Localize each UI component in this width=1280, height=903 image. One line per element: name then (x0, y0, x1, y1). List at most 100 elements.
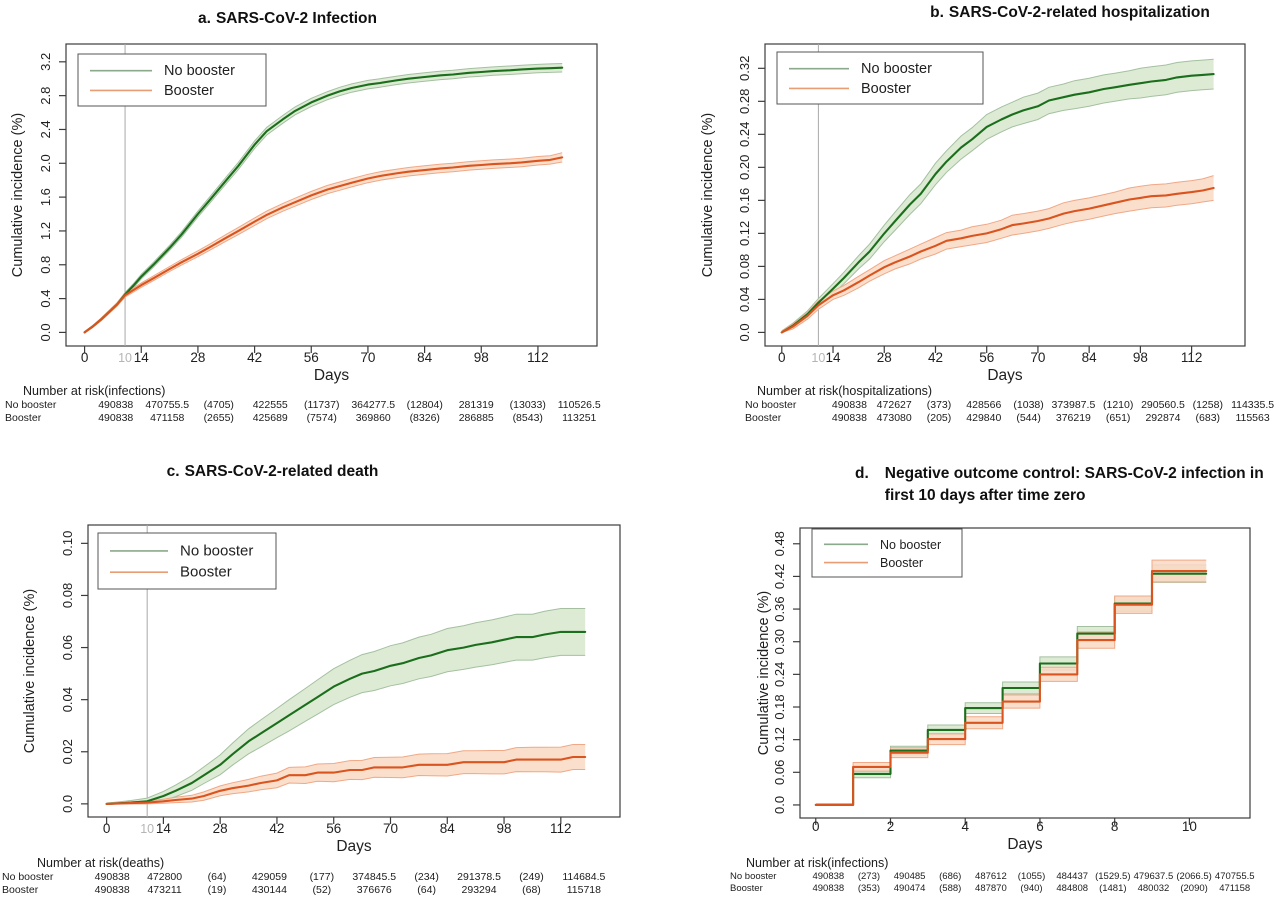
y-tick-label: 0.24 (772, 662, 787, 687)
panel-d: d. Negative outcome control: SARS-CoV-2 … (640, 453, 1280, 903)
x-tick-label: 56 (979, 350, 994, 365)
panel-d-title-prefix: d. (855, 465, 869, 482)
ci-lower-edge-orange (781, 199, 1214, 333)
x-tick-label: 28 (213, 821, 228, 836)
plot-frame (764, 43, 1246, 347)
y-tick-label: 0.06 (60, 635, 75, 660)
risk-row-label: No booster (2, 871, 54, 883)
x-tick-label: 56 (326, 821, 341, 836)
panel-d-chart: 0.0 0.06 0.12 0.18 0.24 0.30 0.36 0.42 0.48 0 2 4 6 8… (756, 527, 1251, 853)
x-tick-label: 112 (550, 821, 572, 836)
risk-cell: 473080 (876, 412, 912, 425)
ci-upper-edge-orange (781, 175, 1214, 332)
risk-cell: (8326) (409, 412, 440, 425)
risk-row: Booster 490838 473211 (19) 430144 (52) 376676 (… (2, 884, 610, 897)
legend: No booster Booster (77, 53, 267, 107)
risk-cell: (686) (939, 871, 962, 882)
y-tick-label: 1.6 (38, 188, 53, 206)
risk-cell: 374845.5 (352, 871, 397, 883)
plot-frame (65, 43, 598, 347)
y-tick-label: 0.36 (772, 596, 787, 621)
panel-c-title-text: SARS-CoV-2-related death (184, 463, 379, 480)
risk-cell: 114335.5 (1231, 399, 1275, 411)
x-axis-label: Days (314, 367, 350, 384)
y-tick-label: 3.2 (38, 53, 53, 71)
legend-label: No booster (164, 63, 235, 79)
x-tick-label: 28 (190, 350, 205, 365)
risk-cell: (373) (926, 399, 952, 411)
legend-label: No booster (880, 538, 941, 552)
curve-no-booster (83, 66, 564, 334)
y-tick-label: 0.12 (737, 221, 752, 246)
x-tick-label: 56 (304, 350, 319, 365)
risk-cell: 292874 (1145, 412, 1181, 425)
risk-cell: 490485 (893, 871, 926, 882)
risk-cell: 110526.5 (557, 399, 601, 411)
y-tick-label: 0.28 (737, 89, 752, 114)
y-tick-label: 0.42 (772, 564, 787, 589)
risk-cell: (1038) (1013, 399, 1044, 411)
x-tick-label: 4 (961, 819, 969, 834)
x-tick-label: 70 (360, 350, 375, 365)
curve-booster (814, 569, 1208, 806)
ci-upper-edge-green (781, 58, 1214, 332)
risk-cell: (1210) (1103, 399, 1134, 411)
risk-cell: 484437 (1056, 871, 1089, 882)
risk-cell: (273) (857, 871, 881, 882)
panel-b-title-text: SARS-CoV-2-related hospitalization (948, 4, 1210, 21)
ci-band-green (106, 608, 586, 804)
y-tick-label: 0.30 (772, 629, 787, 654)
risk-row-label: No booster (5, 399, 57, 411)
panel-a-chart: 0.0 0.4 0.8 1.2 1.6 2.0 2.4 2.8 3.2 0 14 28 42 56 70 84… (10, 43, 598, 384)
y-tick-label: 0.4 (38, 290, 53, 308)
curve-no-booster (780, 73, 1215, 334)
y-tick-label: 2.0 (38, 154, 53, 172)
y-axis-label: Cumulative incidence (%) (22, 589, 38, 753)
risk-row-label: Booster (745, 412, 782, 425)
risk-row-label: No booster (745, 399, 797, 411)
y-tick-label: 1.2 (38, 222, 53, 240)
risk-row-label: Booster (2, 884, 39, 897)
risk-cell: 484808 (1056, 882, 1089, 894)
risk-cell: (683) (1195, 412, 1221, 425)
risk-cell: 490838 (94, 884, 130, 897)
ci-upper-edge-green (84, 63, 563, 332)
risk-cell: 487870 (975, 882, 1007, 894)
risk-cell: 281319 (458, 399, 494, 411)
risk-row: No booster 490838 472800 (64) 429059 (177) 374… (2, 871, 610, 884)
panel-d-risk-table: Number at risk(infections) No booster 490… (730, 856, 1255, 895)
y-axis-label: Cumulative incidence (%) (10, 113, 26, 277)
risk-cell: (2655) (203, 412, 234, 425)
risk-table-caption: Number at risk(deaths) (37, 856, 165, 870)
x-tick-label: 98 (497, 821, 512, 836)
x-tick-label: 42 (928, 350, 943, 365)
panel-b-title-prefix: b. (930, 4, 944, 21)
risk-cell: 425689 (252, 412, 288, 425)
legend-box (776, 51, 984, 105)
risk-cell: 291378.5 (457, 871, 501, 883)
y-tick-label: 0.18 (772, 694, 787, 719)
y-tick-label: 0.04 (737, 287, 752, 312)
x-tick-label: 0 (778, 350, 786, 365)
ci-lower-edge-orange (84, 161, 563, 333)
legend-label: No booster (180, 542, 253, 559)
ci-lower-edge-orange (106, 769, 586, 805)
y-tick-label: 0.06 (772, 760, 787, 785)
legend-box (97, 532, 277, 590)
risk-cell: (7574) (306, 412, 337, 425)
curve-booster (780, 186, 1215, 334)
x-tick-label: 70 (1030, 350, 1045, 365)
risk-cell: 428566 (966, 399, 1002, 411)
risk-cell: 487612 (975, 871, 1007, 882)
x-tick-label: 0 (103, 821, 111, 836)
risk-cell: 376219 (1055, 412, 1091, 425)
risk-cell: (2066.5) (1176, 871, 1212, 882)
panel-a-title-text: SARS-CoV-2 Infection (215, 10, 377, 27)
ci-lower-edge-green (106, 654, 586, 805)
legend-label: No booster (861, 61, 932, 77)
risk-cell: (588) (939, 882, 962, 894)
y-tick-label: 0.20 (737, 155, 752, 180)
plot-frame (799, 527, 1251, 819)
axes: 0.0 0.4 0.8 1.2 1.6 2.0 2.4 2.8 3.2 0 14 28 42 56 70 84… (38, 53, 549, 365)
x-tick-label: 98 (1133, 350, 1148, 365)
